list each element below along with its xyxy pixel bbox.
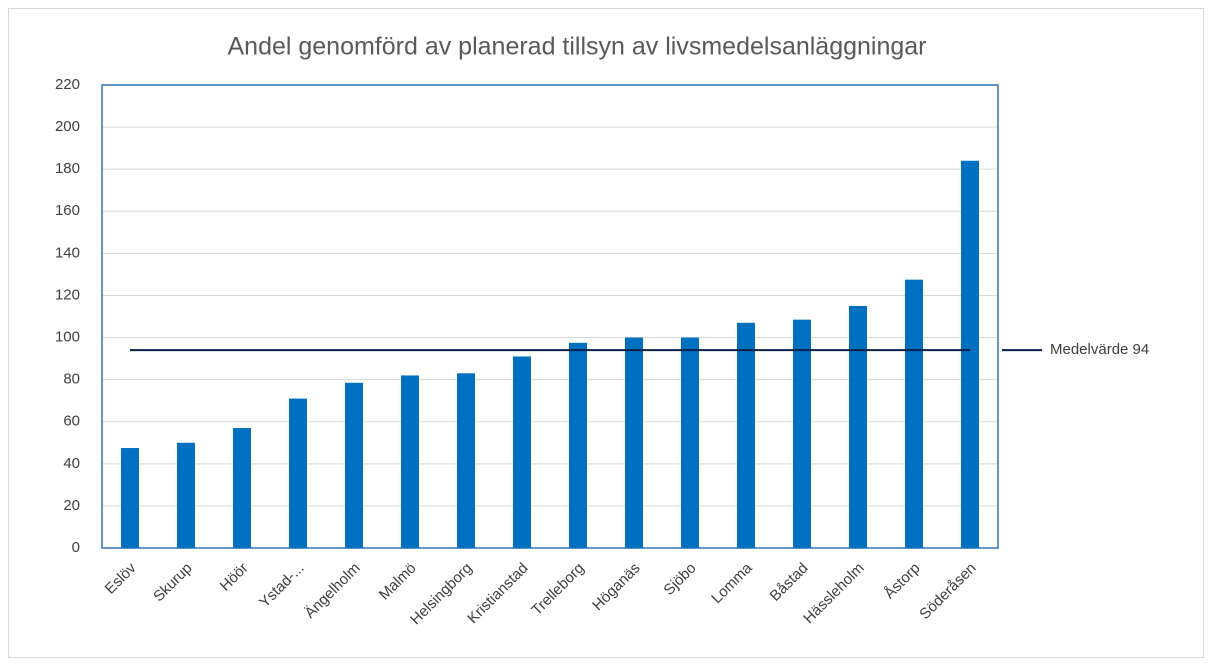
y-tick-label: 140 (55, 244, 80, 261)
bar (793, 319, 811, 548)
bar (233, 428, 251, 548)
bar (177, 442, 195, 548)
bar (681, 337, 699, 548)
bar (289, 398, 307, 548)
bar (513, 356, 531, 548)
y-tick-label: 200 (55, 118, 80, 135)
bar (849, 305, 867, 548)
plot-border (101, 84, 999, 549)
y-tick-label: 180 (55, 160, 80, 177)
bar (121, 448, 139, 548)
y-tick-label: 160 (55, 202, 80, 219)
bar (401, 375, 419, 548)
y-tick-label: 0 (72, 539, 80, 556)
legend-label: Medelvärde 94 (1050, 341, 1149, 358)
bar (625, 337, 643, 548)
y-tick-label: 120 (55, 286, 80, 303)
chart-title: Andel genomförd av planerad tillsyn av l… (227, 33, 926, 61)
y-tick-label: 220 (55, 76, 80, 93)
bar (345, 382, 363, 548)
y-tick-label: 100 (55, 329, 80, 346)
y-tick-label: 60 (63, 413, 80, 430)
y-tick-label: 80 (63, 371, 80, 388)
bar (569, 342, 587, 548)
bar (737, 322, 755, 548)
chart-border (8, 8, 1204, 658)
bar (961, 160, 979, 548)
bar (905, 279, 923, 548)
bar (457, 373, 475, 548)
y-tick-label: 20 (63, 497, 80, 514)
y-tick-label: 40 (63, 455, 80, 472)
